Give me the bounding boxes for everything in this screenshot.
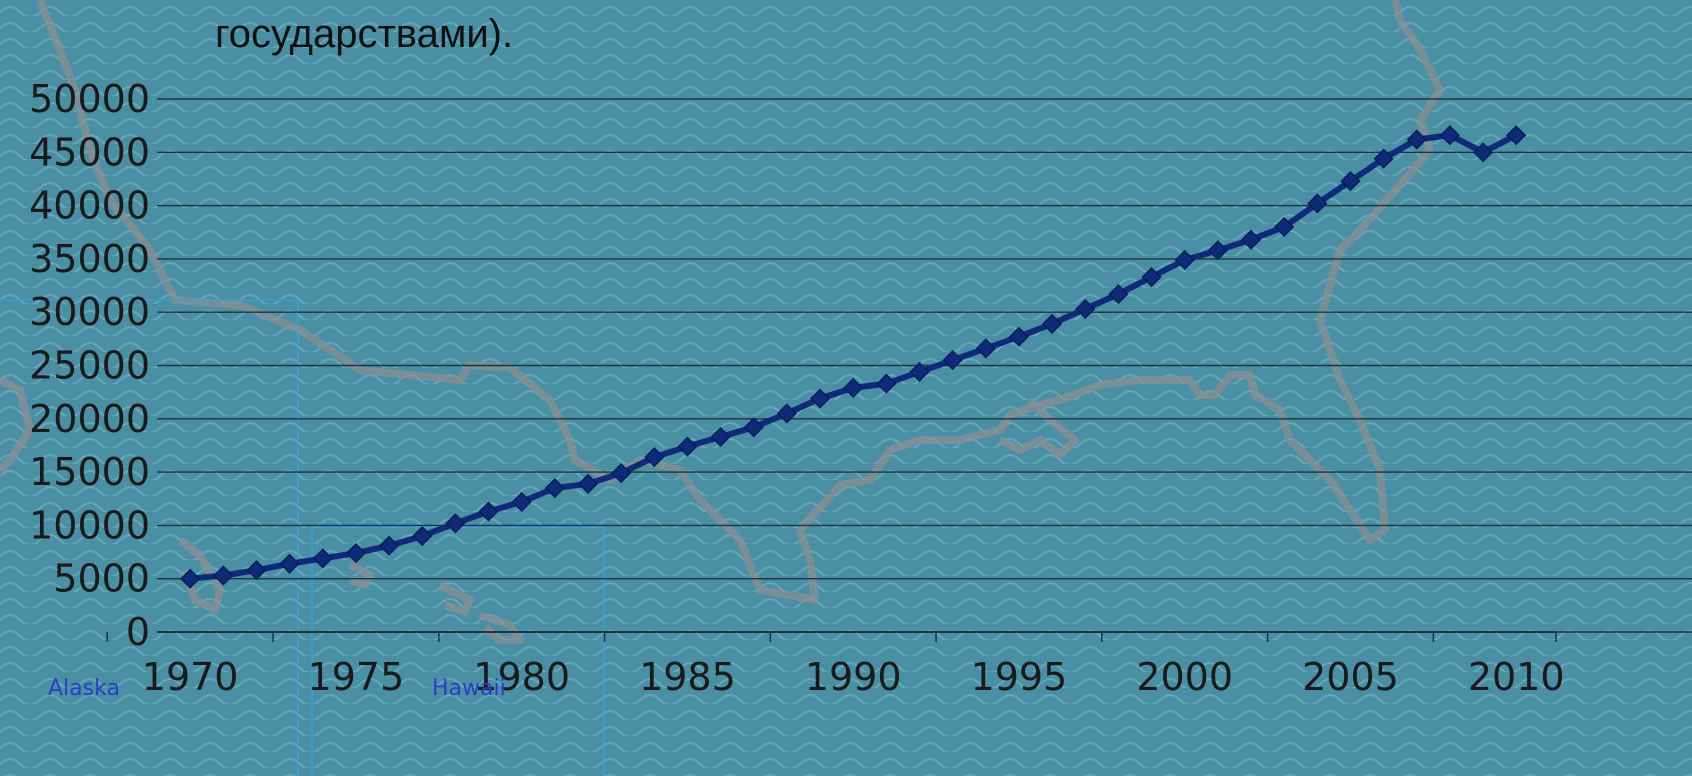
inset-box-alaska [0, 299, 299, 776]
data-point-marker [213, 565, 234, 586]
data-point-marker [611, 463, 632, 484]
data-point-marker [478, 501, 499, 522]
map-outline [0, 0, 1444, 644]
data-point-marker [511, 491, 532, 513]
x-tick-label: 2000 [1136, 655, 1233, 699]
data-point-marker [445, 513, 466, 534]
x-tick-label: 1980 [473, 655, 570, 699]
data-point-marker [1075, 298, 1096, 320]
y-tick-label: 0 [126, 610, 150, 654]
x-tick-label: 1985 [639, 655, 736, 699]
data-point-marker [1141, 266, 1162, 288]
data-point-marker [1042, 313, 1063, 334]
data-point-marker [1506, 125, 1527, 146]
data-point-marker [975, 338, 996, 359]
data-point-marker [544, 478, 565, 499]
data-point-marker [1307, 193, 1328, 214]
data-point-marker [577, 473, 599, 494]
data-point-marker [843, 377, 864, 398]
x-tick-label: 1975 [308, 655, 405, 699]
data-point-marker [379, 535, 400, 556]
data-point-marker [1373, 148, 1394, 169]
data-point-marker [345, 543, 366, 564]
data-point-marker [942, 350, 963, 371]
data-point-marker [279, 553, 300, 574]
data-point-marker [909, 361, 930, 382]
data-point-marker [809, 388, 831, 409]
y-tick-label: 10000 [29, 503, 150, 547]
y-tick-label: 50000 [29, 77, 150, 121]
y-tick-label: 45000 [29, 130, 150, 174]
data-point-marker [776, 403, 797, 424]
y-tick-label: 20000 [29, 397, 150, 441]
y-tick-label: 5000 [53, 557, 150, 601]
data-point-marker [180, 568, 201, 589]
x-tick-label: 1995 [971, 655, 1068, 699]
data-point-marker [1240, 229, 1262, 250]
y-tick-label: 30000 [29, 290, 150, 334]
data-point-marker [644, 447, 665, 468]
data-point-marker [677, 436, 698, 457]
data-point-marker [1008, 326, 1030, 347]
data-point-marker [1108, 284, 1129, 305]
hawaii-label: Hawaii [432, 676, 506, 701]
data-point-marker [1174, 249, 1195, 271]
y-tick-label: 15000 [29, 450, 150, 494]
slide-title: государствами). [215, 12, 514, 56]
x-tick-label: 1970 [142, 655, 239, 699]
y-tick-label: 35000 [29, 237, 150, 281]
data-point-marker [1340, 171, 1361, 192]
data-point-marker [412, 525, 433, 547]
data-point-marker [1406, 129, 1427, 150]
y-tick-label: 25000 [29, 344, 150, 388]
data-point-marker [710, 426, 731, 447]
x-tick-label: 1990 [805, 655, 902, 699]
data-point-marker [1274, 216, 1295, 237]
data-point-marker [312, 548, 333, 569]
data-point-marker [246, 560, 267, 581]
data-point-marker [876, 373, 897, 394]
data-point-marker [743, 417, 764, 438]
data-point-marker [1439, 125, 1460, 146]
data-point-marker [1473, 142, 1494, 163]
x-tick-label: 2005 [1302, 655, 1399, 699]
x-tick-label: 2010 [1468, 655, 1565, 699]
data-point-marker [1207, 240, 1228, 261]
y-tick-label: 40000 [29, 184, 150, 228]
alaska-label: Alaska [48, 676, 120, 701]
